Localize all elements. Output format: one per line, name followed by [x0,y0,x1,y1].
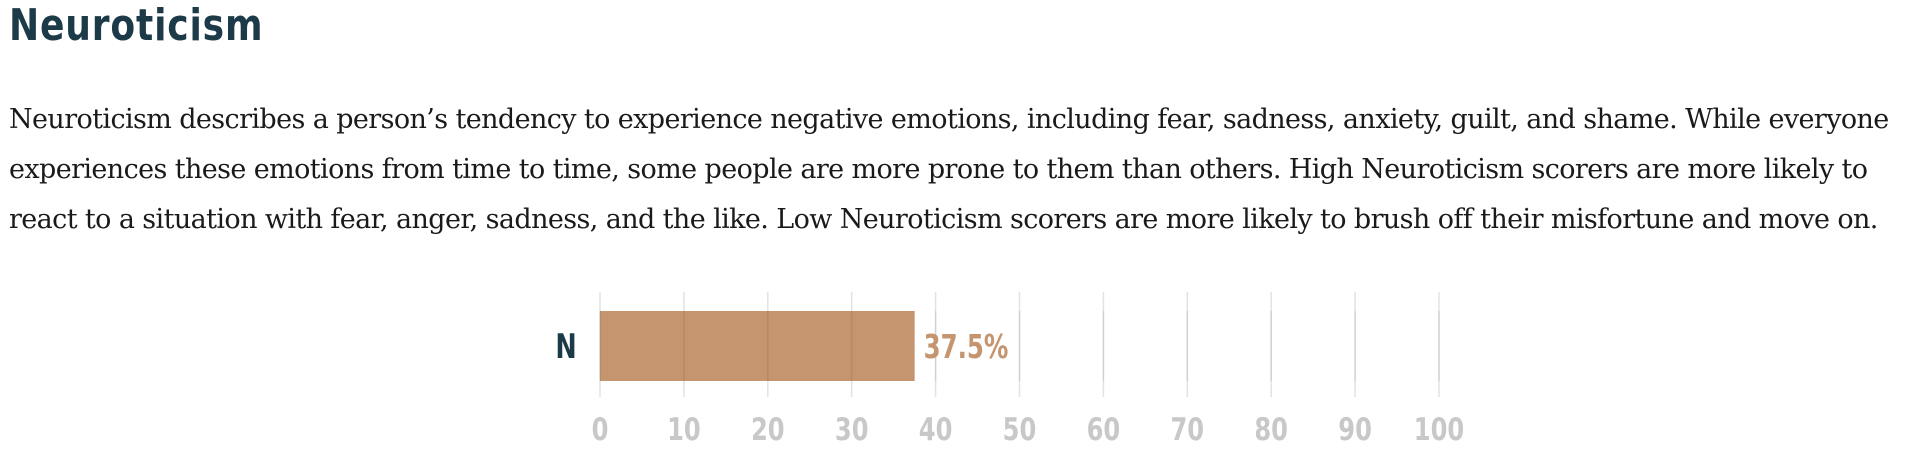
x-tick-label: 0 [592,411,609,448]
x-tick-label: 10 [667,411,701,448]
x-tick-label: 40 [919,411,953,448]
chart-labels: N 37.5% [555,327,1008,367]
value-label: 37.5% [924,327,1009,366]
bar-n [600,311,915,381]
chart-grid-overlay [599,311,1440,381]
x-tick-label: 60 [1087,411,1121,448]
chart-bars [600,311,915,381]
section-description: Neuroticism describes a person’s tendenc… [9,104,1889,235]
section-title: Neuroticism [9,0,264,51]
x-tick-label: 30 [835,411,869,448]
neuroticism-section: Neuroticism Neuroticism describes a pers… [9,0,1909,236]
x-tick-label: 80 [1254,411,1288,448]
x-tick-label: 70 [1170,411,1204,448]
chart-x-axis: 0 10 20 30 40 50 60 70 80 90 100 [592,411,1465,448]
x-tick-label: 100 [1414,411,1464,448]
x-tick-label: 50 [1003,411,1037,448]
category-label: N [555,327,576,367]
x-tick-label: 90 [1338,411,1372,448]
x-tick-label: 20 [751,411,785,448]
